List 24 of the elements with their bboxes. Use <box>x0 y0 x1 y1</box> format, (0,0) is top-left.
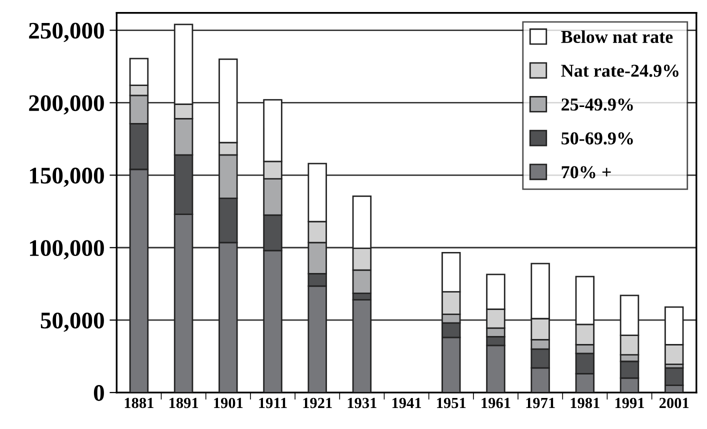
x-tick-label: 1911 <box>259 398 287 408</box>
x-tick-label: 1901 <box>214 398 243 408</box>
legend-label: 50-69.9% <box>562 132 633 145</box>
y-tick-label: 50,000 <box>40 312 104 332</box>
y-tick-label: 150,000 <box>30 168 104 188</box>
x-tick-label: 2001 <box>659 398 689 408</box>
x-tick-label: 1971 <box>526 398 555 408</box>
legend-label: Below nat rate <box>561 30 673 44</box>
y-tick-label: 200,000 <box>29 95 104 115</box>
x-tick-label: 1961 <box>482 398 510 408</box>
legend-label: 70% + <box>562 166 611 178</box>
x-tick-label: 1891 <box>169 398 198 408</box>
legend-label: Nat rate-24.9% <box>561 64 678 77</box>
y-tick-label: 250,000 <box>29 22 104 42</box>
y-tick-label: 0 <box>94 385 104 401</box>
x-tick-label: 1951 <box>437 398 466 408</box>
x-tick-label: 1931 <box>348 398 376 408</box>
x-tick-label: 1991 <box>615 398 644 408</box>
x-tick-label: 1981 <box>570 398 600 408</box>
x-tick-label: 1921 <box>303 398 332 408</box>
legend-label: 25-49.9% <box>562 98 633 111</box>
y-tick-label: 100,000 <box>30 240 104 260</box>
x-tick-label: 1881 <box>124 398 154 408</box>
x-tick-label: 1941 <box>392 398 422 408</box>
